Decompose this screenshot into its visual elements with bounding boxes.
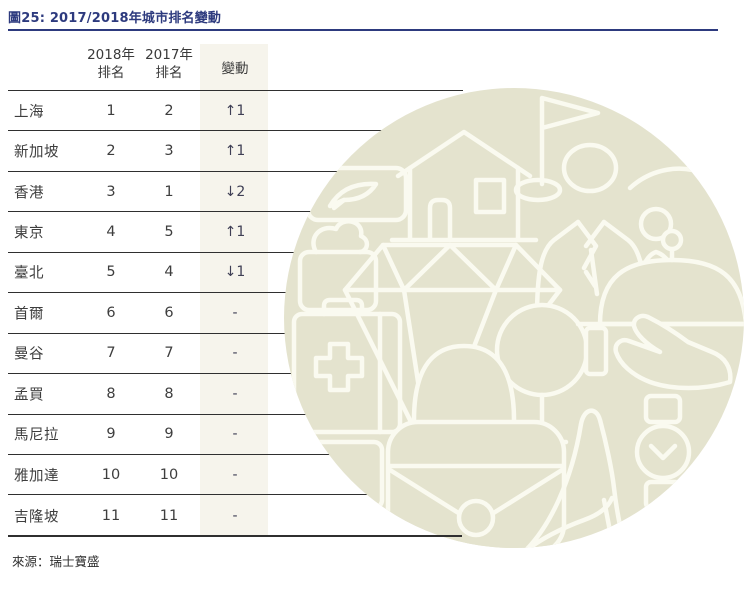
city-name: 東京: [14, 225, 44, 242]
rank-2018: 8: [106, 385, 116, 402]
ranking-table: 上海 1 2 ↑1 新加坡 2 3 ↑1 香港 3 1 ↓2 東京 4 5 ↑1…: [8, 91, 463, 536]
rank-2017: 3: [164, 143, 174, 160]
rank-2017: 8: [164, 385, 174, 402]
rank-2017: 9: [164, 426, 174, 443]
rank-change: ↑1: [224, 143, 246, 160]
header-line-rank: 排名: [97, 64, 125, 81]
table-row: 馬尼拉 9 9 -: [8, 415, 463, 455]
rank-2018: 7: [106, 345, 116, 362]
table-row: 孟買 8 8 -: [8, 374, 463, 415]
rank-2017: 1: [164, 183, 174, 200]
face-cream-jar-icon: [297, 219, 379, 313]
rank-change: ↑1: [224, 224, 246, 241]
lifestyle-icons-collage: [291, 95, 744, 548]
city-name: 曼谷: [14, 346, 44, 363]
house-icon: [389, 129, 539, 243]
table-row: 臺北 5 4 ↓1: [8, 253, 463, 294]
rank-2018: 2: [106, 143, 116, 160]
golf-flag-icon: [513, 95, 601, 203]
rank-2017: 10: [159, 466, 179, 483]
header-line-year: 2018年: [87, 47, 135, 63]
city-name: 馬尼拉: [14, 427, 59, 444]
table-row: 曼谷 7 7 -: [8, 334, 463, 375]
column-header-2018-rank: 2018年 排名: [76, 47, 146, 82]
rank-2018: 6: [106, 304, 116, 321]
rank-2017: 4: [164, 264, 174, 281]
city-name: 首爾: [14, 306, 44, 323]
city-name: 上海: [14, 104, 44, 121]
rank-2018: 10: [101, 466, 121, 483]
cloche-dish-icon: [597, 228, 744, 327]
city-name: 新加坡: [14, 144, 59, 161]
table-row: 吉隆坡 11 11 -: [8, 495, 463, 535]
table-row: 東京 4 5 ↑1: [8, 212, 463, 253]
rank-2018: 3: [106, 183, 116, 200]
rank-2018: 1: [106, 102, 116, 119]
rank-2017: 7: [164, 345, 174, 362]
table-bottom-divider: [8, 535, 462, 537]
rank-2018: 9: [106, 426, 116, 443]
table-row: 首爾 6 6 -: [8, 293, 463, 334]
rank-change: ↓2: [224, 183, 246, 200]
figure-title: 圖25: 2017/2018年城市排名變動: [8, 11, 222, 26]
header-divider: [8, 89, 463, 91]
swoosh-line-icon: [627, 166, 733, 191]
rank-change: ↓1: [224, 264, 246, 281]
rank-2017: 11: [159, 507, 179, 524]
service-hand-icon: [583, 313, 733, 391]
handbag-icon: [385, 343, 567, 548]
rank-2018: 11: [101, 507, 121, 524]
city-name: 孟買: [14, 387, 44, 404]
rank-change: -: [232, 385, 238, 402]
table-row: 上海 1 2 ↑1: [8, 91, 463, 132]
rank-change: -: [232, 507, 238, 524]
first-aid-kit-icon: [291, 297, 403, 435]
rank-2017: 6: [164, 304, 174, 321]
title-divider: [8, 29, 718, 31]
rank-change: -: [232, 426, 238, 443]
table-row: 香港 3 1 ↓2: [8, 172, 463, 213]
rank-change: -: [232, 345, 238, 362]
rank-change: ↑1: [224, 102, 246, 119]
source-note: 來源：瑞士寶盛: [12, 554, 100, 569]
rank-2017: 2: [164, 102, 174, 119]
rank-change: -: [232, 466, 238, 483]
header-line-year: 2017年: [145, 47, 193, 63]
rank-2017: 5: [164, 224, 174, 241]
city-name: 雅加達: [14, 468, 59, 485]
column-header-2017-rank: 2017年 排名: [134, 47, 204, 82]
rank-change: -: [232, 304, 238, 321]
city-name: 臺北: [14, 265, 44, 282]
city-name: 香港: [14, 185, 44, 202]
city-name: 吉隆坡: [14, 509, 59, 526]
column-header-change: 變動: [221, 61, 249, 77]
wristwatch-icon: [634, 393, 692, 511]
rank-2018: 5: [106, 264, 116, 281]
table-row: 雅加達 10 10 -: [8, 455, 463, 496]
table-row: 新加坡 2 3 ↑1: [8, 131, 463, 172]
lifestyle-illustration: [284, 88, 744, 548]
rank-2018: 4: [106, 224, 116, 241]
header-line-rank: 排名: [155, 64, 183, 81]
